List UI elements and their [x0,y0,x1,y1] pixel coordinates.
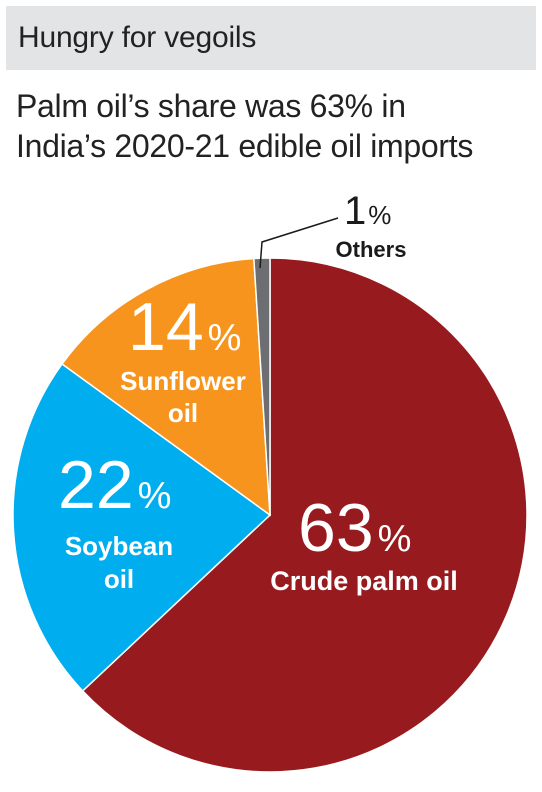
palm-pct: % [378,518,412,560]
pie-slice-sunflower-oil [61,257,271,517]
oth-value: 1 [344,189,366,233]
soy-pct: % [138,475,172,517]
subtitle-line-2: India’s 2020-21 edible oil imports [16,128,474,164]
soy-value-label: 22% [58,447,171,523]
chart-title: Hungry for vegoils [18,21,257,54]
pie-slices [12,257,528,773]
oth-name-label: Others [336,237,407,262]
soy-name-line-2: oil [104,564,134,594]
oth-pct: % [368,200,391,230]
oth-value-label: 1% [344,189,391,233]
pie-slice-others [253,257,271,516]
soy-value: 22 [58,447,134,523]
sun-name-line-2: oil [168,398,198,428]
pie-slice-crude-palm-oil [81,257,528,773]
title-bar: Hungry for vegoils [6,6,536,70]
others-leader-line [259,217,339,269]
palm-value-label: 63% [298,490,411,566]
chart-subtitle: Palm oil’s share was 63% in India’s 2020… [16,86,536,166]
sun-name-line-1: Sunflower [120,366,246,396]
subtitle-line-1: Palm oil’s share was 63% in [16,88,406,124]
palm-name-label: Crude palm oil [270,566,458,596]
soy-name-line-1: Soybean [65,531,173,561]
palm-value: 63 [298,490,374,566]
pie-slice-soybean-oil [12,362,272,692]
sun-value: 14 [128,289,204,365]
sun-pct: % [208,317,242,359]
sun-value-label: 14% [128,289,241,365]
